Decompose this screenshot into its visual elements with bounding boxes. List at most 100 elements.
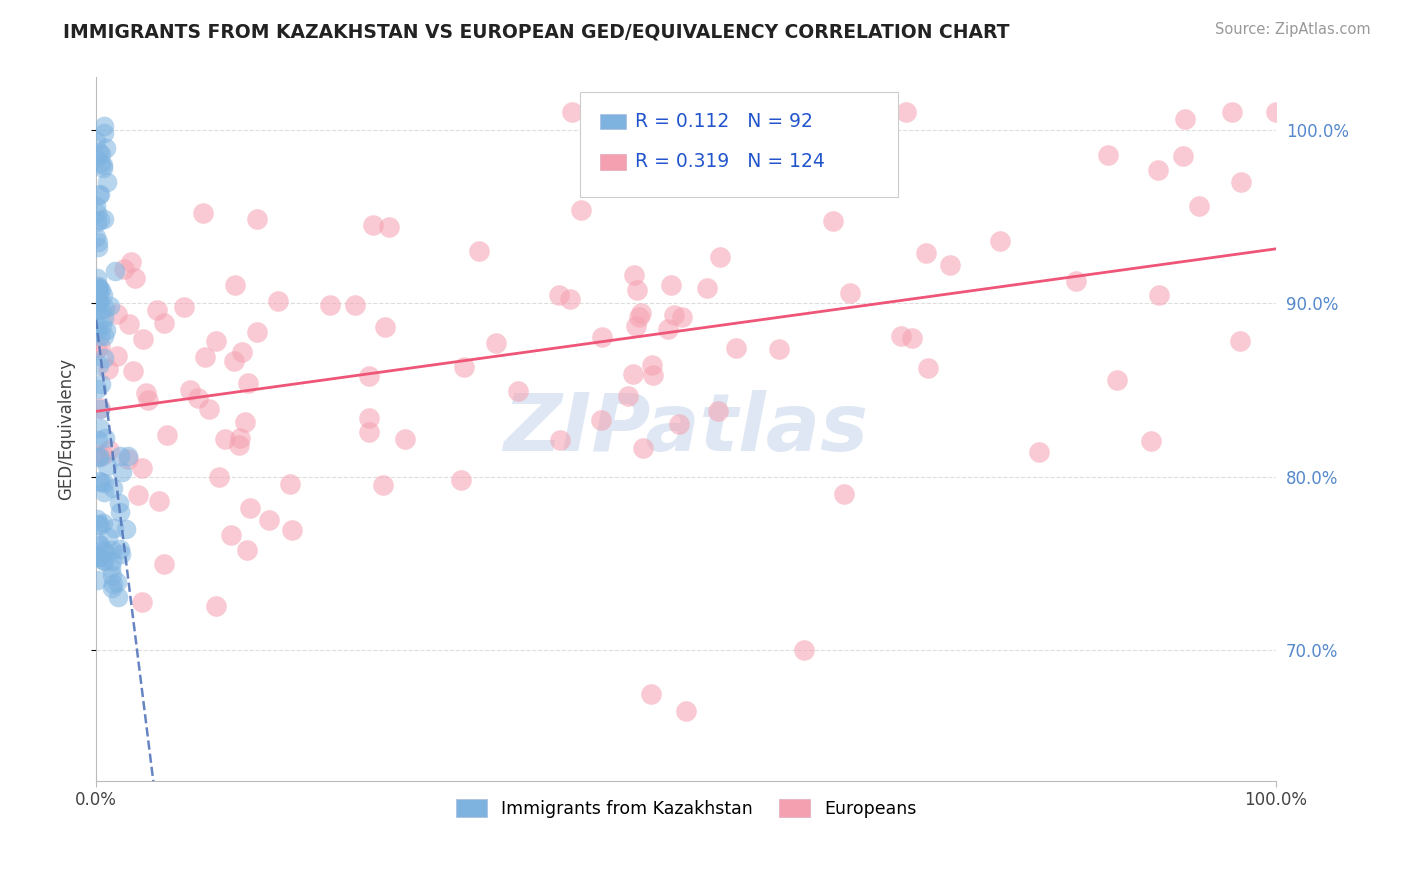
Point	[709, 250, 731, 264]
Point	[671, 310, 693, 324]
Point	[107, 349, 129, 363]
Point	[98, 299, 121, 313]
Point	[988, 234, 1011, 248]
Point	[105, 307, 128, 321]
Point	[93, 120, 115, 134]
Point	[127, 488, 149, 502]
Point	[104, 263, 127, 277]
Point	[94, 140, 117, 154]
Text: IMMIGRANTS FROM KAZAKHSTAN VS EUROPEAN GED/EQUIVALENCY CORRELATION CHART: IMMIGRANTS FROM KAZAKHSTAN VS EUROPEAN G…	[63, 22, 1010, 41]
Point	[89, 518, 111, 533]
Point	[548, 433, 571, 447]
Point	[89, 474, 111, 488]
Y-axis label: GED/Equivalency: GED/Equivalency	[58, 358, 75, 500]
Point	[281, 523, 304, 537]
Point	[132, 332, 155, 346]
Point	[153, 316, 176, 330]
Point	[87, 187, 110, 202]
Point	[101, 543, 124, 558]
Point	[224, 277, 246, 292]
Point	[87, 358, 110, 372]
Point	[87, 295, 110, 310]
Point	[86, 302, 108, 317]
Point	[266, 294, 288, 309]
Point	[91, 516, 114, 530]
Point	[93, 211, 115, 226]
Point	[219, 528, 242, 542]
Point	[93, 431, 115, 445]
Point	[86, 343, 108, 357]
Point	[87, 240, 110, 254]
Point	[631, 442, 654, 456]
Point	[89, 213, 111, 227]
Point	[94, 323, 117, 337]
Point	[343, 298, 366, 312]
Point	[453, 360, 475, 375]
Point	[595, 140, 617, 154]
Point	[145, 303, 167, 318]
Legend: Immigrants from Kazakhstan, Europeans: Immigrants from Kazakhstan, Europeans	[449, 792, 924, 825]
Point	[98, 442, 121, 457]
Point	[616, 389, 638, 403]
Point	[117, 452, 139, 467]
Point	[914, 246, 936, 260]
Point	[136, 392, 159, 407]
Point	[1064, 274, 1087, 288]
Point	[548, 287, 571, 301]
Point	[901, 331, 924, 345]
Point	[468, 244, 491, 258]
Point	[359, 425, 381, 439]
Point	[90, 283, 112, 297]
Point	[91, 158, 114, 172]
Point	[668, 417, 690, 431]
Point	[89, 287, 111, 301]
Point	[233, 415, 256, 429]
Point	[87, 549, 110, 564]
Point	[90, 376, 112, 391]
Point	[94, 544, 117, 558]
Point	[89, 186, 111, 201]
Point	[205, 599, 228, 614]
Point	[108, 449, 131, 463]
Point	[1229, 334, 1251, 348]
Point	[236, 376, 259, 391]
Point	[725, 341, 748, 355]
Point	[124, 271, 146, 285]
Point	[156, 428, 179, 442]
Point	[110, 547, 132, 561]
Point	[1028, 445, 1050, 459]
Point	[569, 202, 592, 217]
Point	[100, 581, 122, 595]
Point	[591, 330, 613, 344]
Point	[105, 575, 128, 590]
Point	[245, 325, 267, 339]
Point	[890, 328, 912, 343]
Point	[228, 437, 250, 451]
Point	[621, 368, 644, 382]
Point	[278, 476, 301, 491]
Point	[111, 465, 134, 479]
Point	[627, 310, 650, 324]
Point	[591, 413, 613, 427]
Point	[630, 306, 652, 320]
Point	[208, 469, 231, 483]
Point	[96, 458, 118, 473]
Point	[86, 271, 108, 285]
Point	[87, 318, 110, 333]
Point	[89, 450, 111, 464]
Point	[91, 553, 114, 567]
Point	[93, 351, 115, 365]
Point	[205, 334, 228, 348]
Point	[93, 311, 115, 326]
Point	[1264, 105, 1286, 120]
Point	[90, 147, 112, 161]
Text: R = 0.112   N = 92: R = 0.112 N = 92	[636, 112, 813, 131]
Point	[197, 401, 219, 416]
Text: ZIPatlas: ZIPatlas	[503, 390, 869, 468]
Point	[1174, 112, 1197, 126]
Point	[93, 476, 115, 491]
Point	[506, 384, 529, 398]
Point	[640, 687, 662, 701]
Point	[122, 364, 145, 378]
Point	[152, 557, 174, 571]
